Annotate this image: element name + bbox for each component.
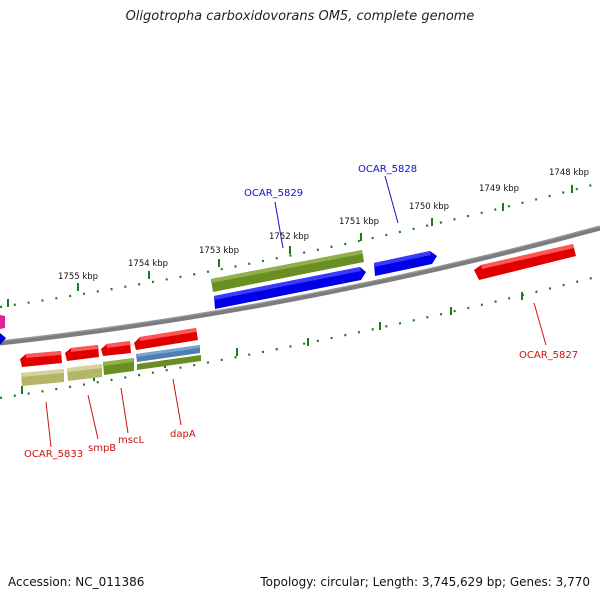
label-ocar-5827: OCAR_5827 xyxy=(519,350,578,361)
gene-bar-olive-1[interactable] xyxy=(103,358,134,375)
label-smpb: smpB xyxy=(88,443,116,454)
gene-ocar-5833[interactable] xyxy=(20,351,62,367)
gene-ocar-5828[interactable] xyxy=(374,251,437,276)
gene-dapa[interactable] xyxy=(134,328,198,350)
kbp-label-1750: 1750 kbp xyxy=(409,202,449,212)
gene-edge-blue[interactable] xyxy=(0,333,6,345)
gene-bar-steel[interactable] xyxy=(136,345,200,362)
label-ocar-5828: OCAR_5828 xyxy=(358,164,417,175)
forward-scale-track xyxy=(0,181,600,309)
kbp-label-1753: 1753 kbp xyxy=(199,246,239,256)
gene-mscl[interactable] xyxy=(101,341,131,356)
gene-ocar-5829[interactable] xyxy=(214,267,366,309)
gene-bar-khaki-1[interactable] xyxy=(21,369,64,386)
kbp-label-1752: 1752 kbp xyxy=(269,232,309,242)
gene-ocar-5829-olive[interactable] xyxy=(211,250,364,292)
genome-title: Oligotropha carboxidovorans OM5, complet… xyxy=(125,9,475,24)
leader-ocar-5827 xyxy=(533,302,547,346)
label-ocar-5833: OCAR_5833 xyxy=(24,449,83,460)
gene-bar-khaki-2[interactable] xyxy=(67,364,102,381)
leader-dapa xyxy=(172,378,182,426)
label-ocar-5829: OCAR_5829 xyxy=(244,188,303,199)
leader-mscl xyxy=(120,387,129,434)
reverse-scale-track xyxy=(0,274,600,400)
leader-smpb xyxy=(87,394,99,440)
label-mscl: mscL xyxy=(118,435,144,446)
gene-edge-magenta[interactable] xyxy=(0,315,5,329)
gene-smpb[interactable] xyxy=(65,345,99,361)
kbp-label-1754: 1754 kbp xyxy=(128,259,168,269)
leader-ocar-5828 xyxy=(384,175,399,224)
gene-bar-olive-2[interactable] xyxy=(137,355,201,370)
genome-backbone xyxy=(0,225,600,346)
leader-ocar-5833 xyxy=(45,401,52,448)
accession-text: Accession: NC_011386 xyxy=(8,575,145,589)
kbp-label-1749: 1749 kbp xyxy=(479,184,519,194)
genome-stats-text: Topology: circular; Length: 3,745,629 bp… xyxy=(260,575,590,589)
kbp-label-1751: 1751 kbp xyxy=(339,217,379,227)
gene-ocar-5827[interactable] xyxy=(474,244,576,280)
label-dapa: dapA xyxy=(170,429,196,440)
leader-ocar-5829 xyxy=(274,201,284,249)
kbp-label-1755: 1755 kbp xyxy=(58,272,98,282)
kbp-label-1748: 1748 kbp xyxy=(549,168,589,178)
